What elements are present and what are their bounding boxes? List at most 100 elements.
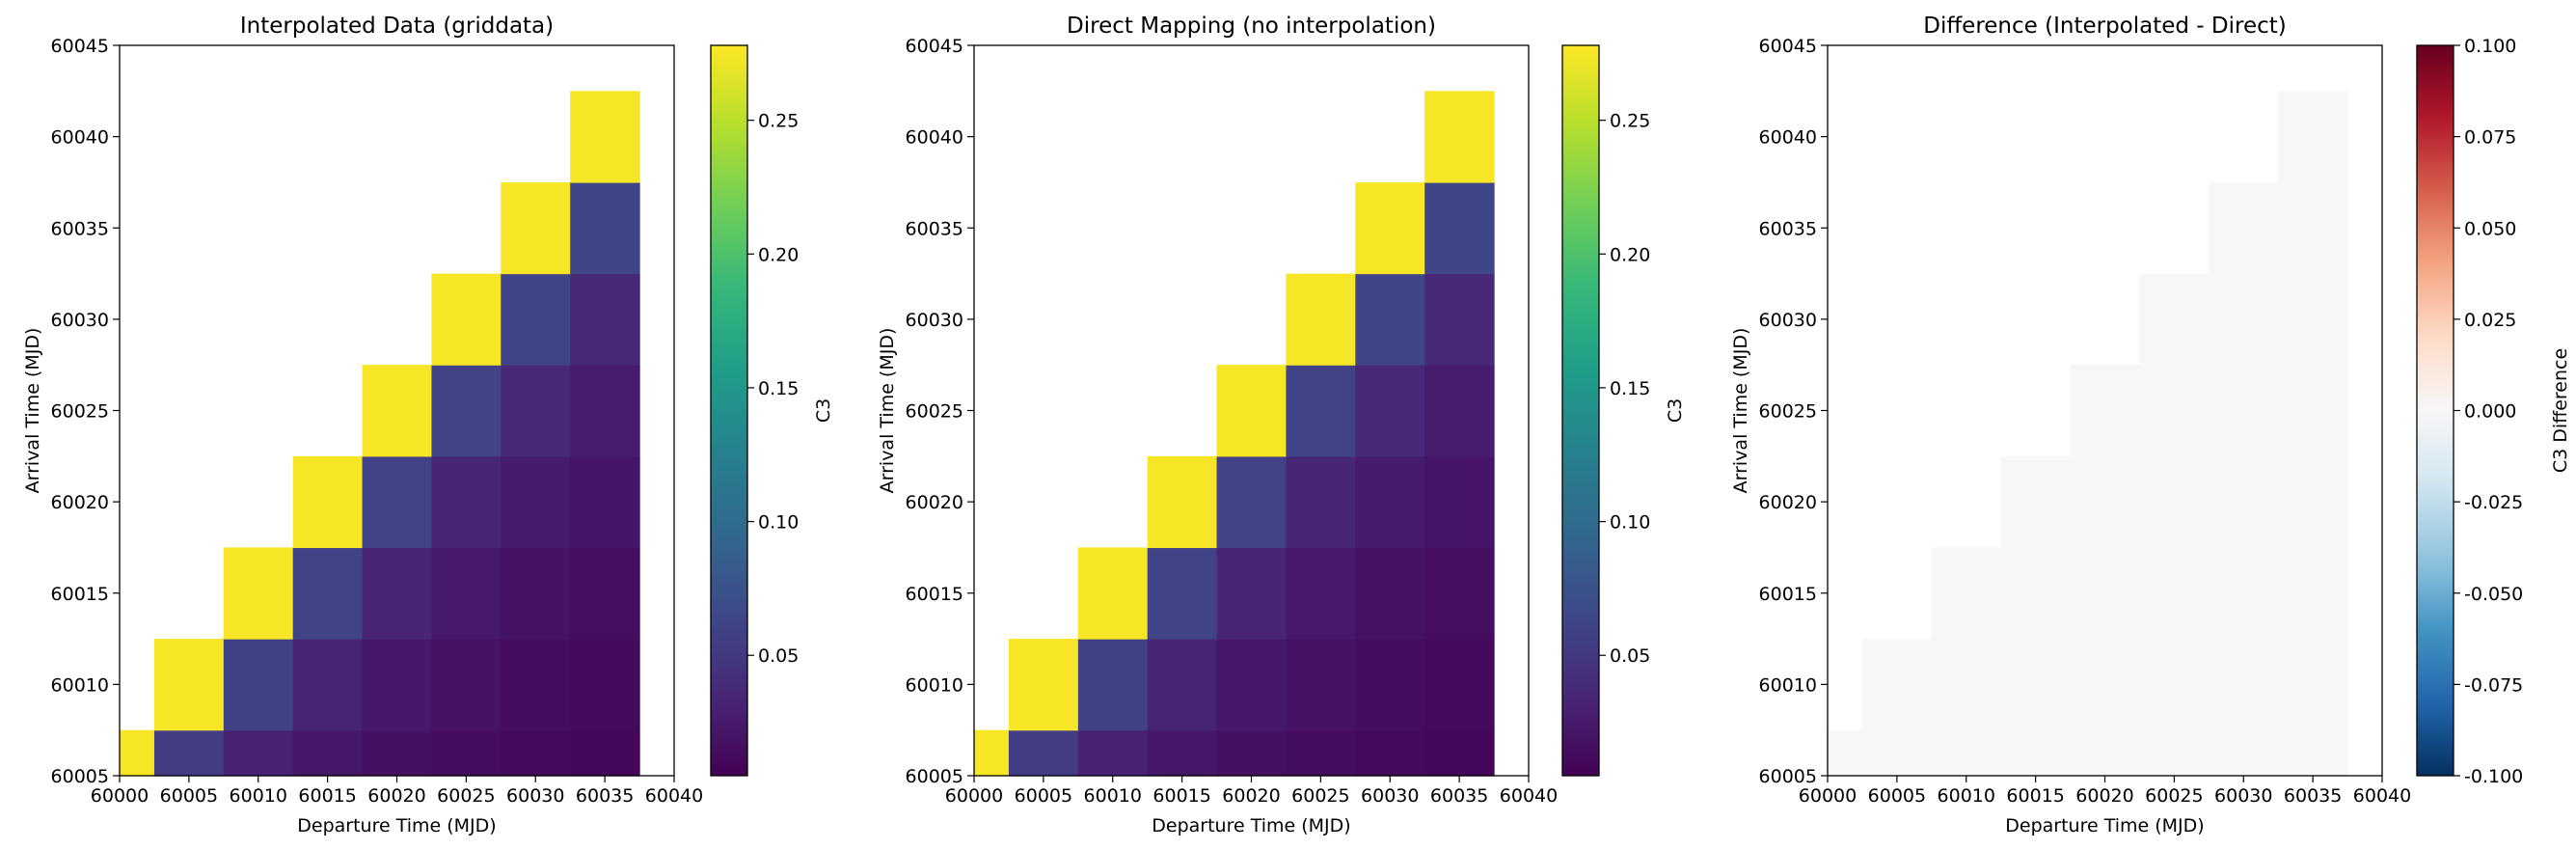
y-tick-label: 60035 — [906, 218, 963, 239]
heatmap-cell — [1931, 639, 2002, 731]
heatmap-cell — [2278, 547, 2348, 640]
heatmap-cell — [1861, 639, 1933, 731]
x-tick-label: 60005 — [160, 785, 218, 807]
heatmap-cell — [2070, 729, 2141, 777]
heatmap-cell — [501, 273, 571, 366]
y-axis-label: Arrival Time (MJD) — [22, 328, 43, 494]
heatmap-cell — [362, 729, 433, 777]
x-tick-label: 60025 — [437, 785, 495, 807]
x-axis-label: Departure Time (MJD) — [297, 815, 496, 836]
heatmap-cell — [2070, 455, 2141, 549]
y-tick-label: 60045 — [51, 36, 109, 57]
heatmap-cell — [362, 639, 433, 731]
heatmap-cell — [1216, 547, 1288, 640]
heatmap-cell — [431, 729, 502, 777]
heatmap-cell — [1931, 729, 2002, 777]
heatmap-cell — [1286, 729, 1356, 777]
y-tick-label: 60010 — [51, 674, 109, 696]
heatmap-cell — [501, 181, 571, 275]
x-tick-label: 60040 — [1500, 785, 1558, 807]
colorbar-tick-label: 0.15 — [758, 378, 799, 399]
heatmap-cell — [570, 729, 640, 777]
heatmap-cell — [1355, 729, 1425, 777]
heatmap-cell — [2209, 547, 2279, 640]
colorbar-label: C3 Difference — [2550, 348, 2571, 473]
colorbar-label: C3 — [813, 398, 834, 423]
heatmap-cell — [570, 547, 640, 640]
heatmap-cell — [292, 639, 364, 731]
x-tick-label: 60020 — [2075, 785, 2133, 807]
y-tick-label: 60030 — [1759, 310, 1817, 331]
x-tick-label: 60035 — [1430, 785, 1488, 807]
y-axis-label: Arrival Time (MJD) — [877, 328, 898, 494]
heatmap-cell — [1424, 365, 1495, 457]
x-tick-label: 60010 — [1938, 785, 1995, 807]
chart-panel-1: 60000 60005 60010 60015 60020 60025 60030 60035… — [22, 14, 834, 836]
heatmap-cell — [1355, 639, 1425, 731]
x-tick-label: 60015 — [1152, 785, 1210, 807]
x-tick-label: 60005 — [1015, 785, 1072, 807]
heatmap-cell — [1286, 639, 1356, 731]
heatmap-cells — [1828, 91, 2348, 777]
colorbar-frame — [710, 44, 748, 777]
y-axis-label: Arrival Time (MJD) — [1730, 328, 1751, 494]
heatmap-cell — [1216, 455, 1288, 549]
heatmap-cell — [1008, 639, 1079, 731]
heatmap-cell — [362, 365, 433, 457]
y-tick-label: 60010 — [1759, 674, 1817, 696]
heatmap-cell — [501, 547, 571, 640]
heatmap-cell — [570, 181, 640, 275]
y-tick-label: 60035 — [1759, 218, 1817, 239]
colorbar-tick-label: 0.05 — [758, 645, 799, 667]
heatmap-cell — [1355, 455, 1425, 549]
y-tick-label: 60035 — [51, 218, 109, 239]
heatmap-cell — [2278, 365, 2348, 457]
y-tick-label: 60040 — [51, 127, 109, 149]
heatmap-cell — [501, 729, 571, 777]
colorbar — [711, 45, 747, 776]
chart-title: Interpolated Data (griddata) — [240, 14, 554, 39]
heatmap-cell — [1147, 455, 1218, 549]
heatmap-cell — [2139, 365, 2210, 457]
heatmap-cell — [431, 639, 502, 731]
heatmap-cell — [362, 455, 433, 549]
heatmap-cell — [1424, 547, 1495, 640]
heatmap-cell — [570, 455, 640, 549]
colorbar-tick-label: 0.20 — [1610, 244, 1650, 265]
heatmap-cell — [2139, 547, 2210, 640]
colorbar-tick-label: 0.25 — [1610, 111, 1650, 132]
colorbar-tick-label: 0.000 — [2464, 401, 2516, 423]
heatmap-cell — [1077, 639, 1149, 731]
heatmap-cell — [1216, 639, 1288, 731]
heatmap-cell — [223, 547, 294, 640]
heatmap-cell — [2000, 729, 2072, 777]
x-axis-label: Departure Time (MJD) — [2005, 815, 2204, 836]
colorbar-label: C3 — [1665, 398, 1686, 423]
heatmap-cell — [2000, 455, 2072, 549]
x-tick-label: 60000 — [91, 785, 149, 807]
x-tick-label: 60015 — [298, 785, 356, 807]
colorbar-tick-label: -0.100 — [2464, 766, 2523, 787]
heatmap-cell — [1286, 455, 1356, 549]
heatmap-cell — [1424, 455, 1495, 549]
x-tick-label: 60035 — [576, 785, 634, 807]
heatmap-cell — [431, 365, 502, 457]
heatmap-cell — [2139, 729, 2210, 777]
heatmap-cell — [362, 547, 433, 640]
heatmap-cell — [1861, 729, 1933, 777]
heatmap-cell — [1355, 273, 1425, 366]
heatmap-cell — [1424, 181, 1495, 275]
colorbar-tick-label: -0.075 — [2464, 674, 2523, 696]
heatmap-cell — [501, 455, 571, 549]
heatmap-cell — [153, 729, 225, 777]
x-tick-label: 60005 — [1868, 785, 1926, 807]
heatmap-cell — [1286, 365, 1356, 457]
heatmap-cell — [2070, 365, 2141, 457]
heatmap-cell — [1077, 729, 1149, 777]
x-tick-label: 60010 — [1084, 785, 1142, 807]
heatmap-cell — [1424, 91, 1495, 183]
heatmap-cell — [2278, 455, 2348, 549]
heatmap-cell — [2209, 729, 2279, 777]
x-tick-label: 60035 — [2284, 785, 2342, 807]
